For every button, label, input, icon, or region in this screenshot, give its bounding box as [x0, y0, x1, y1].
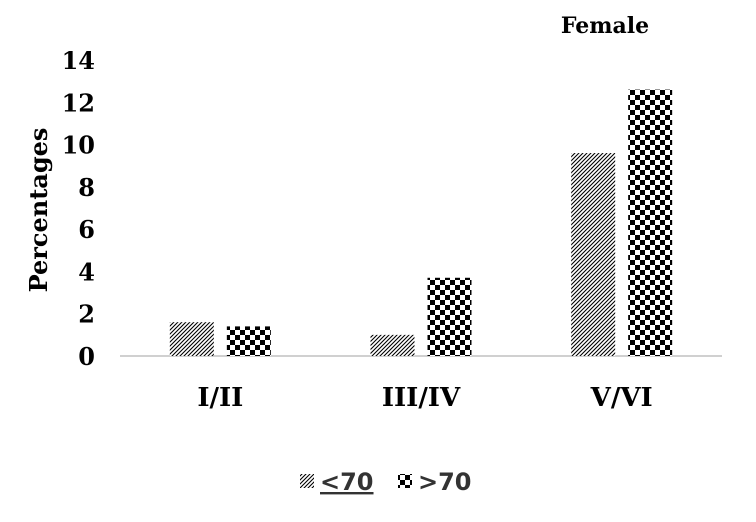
- legend-swatch: [398, 474, 412, 488]
- y-tick-label: 14: [62, 46, 95, 75]
- bar-gt70-2: [628, 89, 673, 356]
- legend-label: >70: [418, 468, 472, 496]
- x-tick-label: I/II: [197, 383, 243, 413]
- bar-gt70-1: [427, 277, 472, 356]
- bar-gt70-0: [226, 326, 271, 356]
- y-tick-label: 4: [78, 257, 95, 286]
- y-tick-label: 0: [78, 342, 95, 371]
- bar-lt70-1: [370, 334, 415, 356]
- y-axis-ticks: 0 2 4 6 8 10 12 14: [62, 46, 95, 371]
- chart-title: Female: [561, 13, 649, 39]
- bar-lt70-2: [571, 153, 616, 356]
- y-tick-label: 10: [62, 131, 95, 160]
- legend-label: <70: [320, 468, 374, 496]
- y-tick-label: 8: [78, 173, 95, 202]
- category-labels: I/II III/IV V/VI: [197, 383, 652, 413]
- legend-swatch: [300, 474, 314, 488]
- bar-lt70-0: [169, 322, 214, 356]
- y-tick-label: 6: [78, 215, 95, 244]
- legend: <70 >70: [300, 468, 472, 496]
- x-tick-label: V/VI: [590, 383, 653, 413]
- x-tick-label: III/IV: [382, 383, 461, 413]
- y-axis-label: Percentages: [24, 128, 53, 293]
- y-tick-label: 2: [78, 300, 95, 329]
- y-tick-label: 12: [62, 88, 95, 117]
- bars-group: [169, 89, 673, 356]
